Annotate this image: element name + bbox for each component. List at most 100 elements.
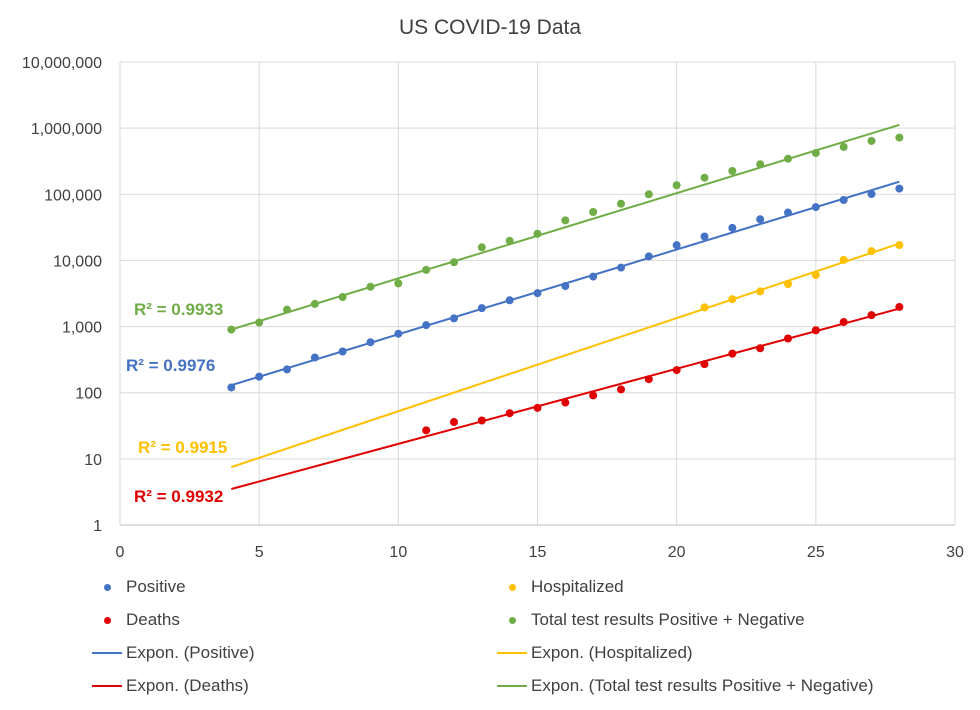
r2-label-expon-hospitalized: R² = 0.9915 [138,438,227,457]
point-deaths [784,334,792,343]
legend-item-expon-total-tests[interactable]: Expon. (Total test results Positive + Ne… [495,671,874,701]
point-positive [839,195,848,204]
point-positive [310,353,319,362]
point-deaths [505,409,514,418]
point-total-test-results-positive-negative [255,318,264,327]
point-total-test-results-positive-negative [644,190,653,199]
point-positive [589,272,598,281]
point-total-test-results-positive-negative [700,173,709,182]
point-deaths [533,403,542,412]
legend-marker-deaths [90,605,124,635]
trendlines [231,123,900,490]
point-positive [338,347,347,356]
point-positive [505,296,514,305]
legend-item-positive[interactable]: Positive [90,572,186,602]
legend-item-hospitalized[interactable]: Hospitalized [495,572,624,602]
point-hospitalized [839,255,848,264]
axis-labels: 1101001,00010,000100,0001,000,00010,000,… [22,55,964,561]
point-total-test-results-positive-negative [839,142,848,151]
legend-label-positive: Positive [126,577,186,596]
legend-item-expon-deaths[interactable]: Expon. (Deaths) [90,671,249,701]
point-positive [784,208,792,217]
point-hospitalized [728,295,737,304]
legend-marker-expon-deaths [90,671,124,701]
point-total-test-results-positive-negative [561,216,570,225]
legend-marker-expon-positive [90,638,124,668]
r2-label-expon-total-test-results-positive-negative: R² = 0.9933 [134,300,223,319]
point-hospitalized [895,241,904,250]
point-positive [366,338,375,347]
point-total-test-results-positive-negative [450,258,458,267]
point-positive [561,282,570,291]
legend-marker-expon-total-tests [495,671,529,701]
y-tick-label: 1,000,000 [31,121,102,138]
legend-marker-positive [90,572,124,602]
y-tick-label: 10 [84,452,102,469]
legend-item-expon-positive[interactable]: Expon. (Positive) [90,638,255,668]
x-tick-label: 20 [668,544,686,561]
point-total-test-results-positive-negative [338,292,347,301]
trendline-expon-total-test-results-positive-negative [231,123,900,331]
point-positive [895,184,904,193]
legend-marker-expon-hospitalized [495,638,529,668]
point-total-test-results-positive-negative [672,181,681,190]
point-deaths [672,366,681,375]
legend-label-total-tests: Total test results Positive + Negative [531,610,805,629]
point-positive [617,263,625,272]
legend-label-expon-positive: Expon. (Positive) [126,643,255,662]
point-positive [756,215,765,224]
point-total-test-results-positive-negative [589,207,598,216]
point-total-test-results-positive-negative [394,279,403,288]
point-total-test-results-positive-negative [784,154,792,163]
point-total-test-results-positive-negative [227,325,236,334]
legend-label-expon-total-tests: Expon. (Total test results Positive + Ne… [531,676,874,695]
point-positive [394,329,403,338]
point-deaths [839,318,848,327]
point-hospitalized [867,247,876,256]
y-tick-label: 100,000 [44,187,102,204]
point-deaths [756,344,765,353]
legend-marker-total-tests [495,605,529,635]
point-positive [283,365,291,374]
point-total-test-results-positive-negative [477,243,486,252]
point-deaths [728,349,737,358]
point-total-test-results-positive-negative [756,160,765,169]
legend-label-expon-deaths: Expon. (Deaths) [126,676,249,695]
x-tick-label: 5 [255,544,264,561]
point-total-test-results-positive-negative [422,265,431,274]
point-positive [728,223,737,232]
chart-legend: Positive Hospitalized Deaths Total test … [90,572,950,702]
y-tick-label: 1,000 [62,320,102,337]
point-deaths [589,391,598,400]
point-positive [450,314,458,323]
point-total-test-results-positive-negative [310,299,319,308]
y-tick-label: 10,000,000 [22,55,102,72]
r2-label-expon-deaths: R² = 0.9932 [134,487,223,506]
point-positive [811,203,820,212]
point-deaths [617,385,625,394]
x-tick-label: 30 [946,544,964,561]
r2-label-expon-positive: R² = 0.9976 [126,356,215,375]
point-positive [867,189,876,198]
point-positive [700,232,709,241]
legend-label-deaths: Deaths [126,610,180,629]
y-tick-label: 1 [93,518,102,535]
point-total-test-results-positive-negative [811,149,820,158]
point-total-test-results-positive-negative [895,133,904,142]
point-total-test-results-positive-negative [728,166,737,175]
point-total-test-results-positive-negative [617,199,625,208]
chart-title: US COVID-19 Data [399,16,581,39]
point-positive [533,289,542,298]
data-points [227,133,904,435]
legend-item-deaths[interactable]: Deaths [90,605,180,635]
legend-item-total-tests[interactable]: Total test results Positive + Negative [495,605,805,635]
point-positive [255,372,264,381]
x-tick-label: 0 [116,544,125,561]
legend-label-hospitalized: Hospitalized [531,577,624,596]
point-total-test-results-positive-negative [505,236,514,245]
y-tick-label: 100 [75,386,102,403]
legend-item-expon-hospitalized[interactable]: Expon. (Hospitalized) [495,638,693,668]
point-deaths [895,302,904,311]
point-positive [644,252,653,261]
